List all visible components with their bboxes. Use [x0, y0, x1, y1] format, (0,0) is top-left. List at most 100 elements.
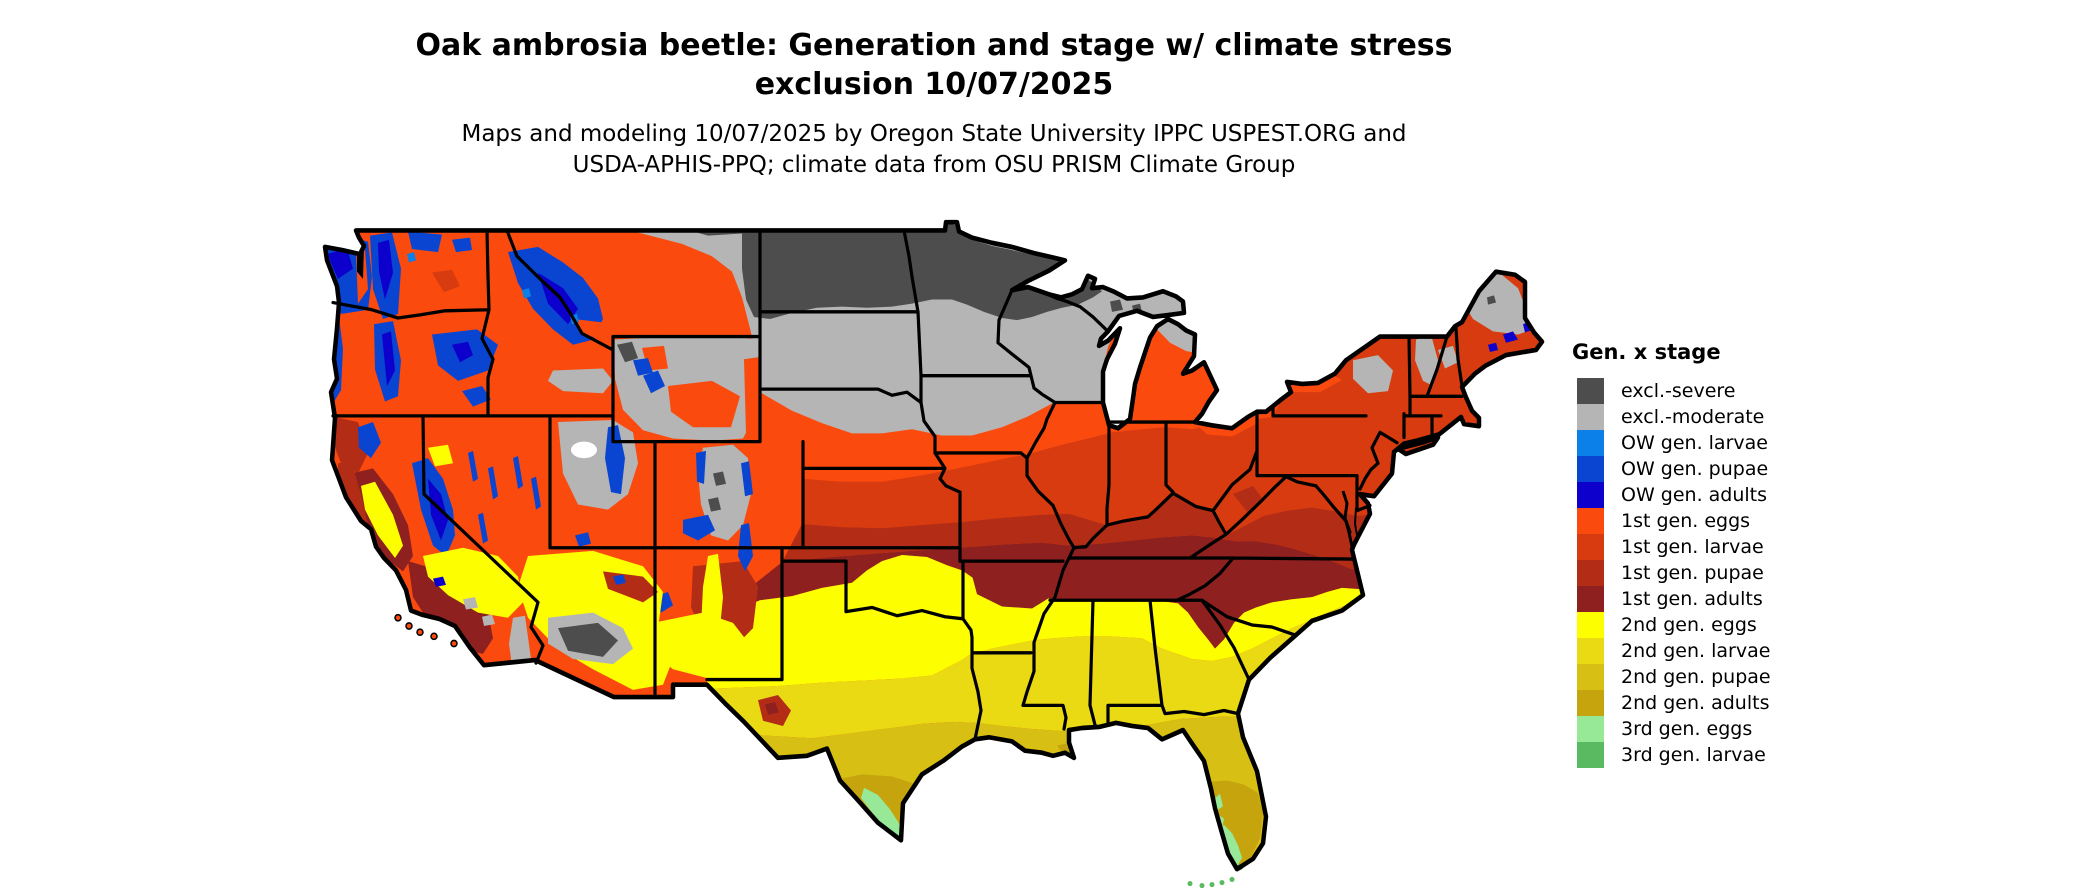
legend-items: excl.-severe excl.-moderate OW gen. larvae… — [1577, 378, 1771, 768]
region-east-wyoming — [744, 357, 759, 434]
region-wa-cascades-core — [378, 239, 393, 300]
region-wind-river — [643, 370, 665, 394]
region-selkirk — [452, 237, 472, 253]
legend-swatch — [1577, 690, 1604, 716]
map-title: Oak ambrosia beetle: Generation and stag… — [0, 26, 1868, 104]
legend-item-exclSevere: excl.-severe — [1577, 378, 1771, 404]
band-2nd-pupae — [325, 716, 1542, 870]
region-ow-larvae-speck — [407, 252, 416, 263]
islands — [394, 613, 1243, 889]
region-maine-coast-spot — [1503, 331, 1518, 343]
legend-label: OW gen. adults — [1621, 484, 1768, 506]
region-nv-range — [468, 450, 478, 482]
region-kaibab — [575, 532, 591, 547]
region-south-florida-adults — [1170, 780, 1263, 870]
legend-label: 3rd gen. eggs — [1621, 718, 1753, 740]
region-maine-severe-spot — [1472, 274, 1483, 286]
legend-item-g2Pupae: 2nd gen. pupae — [1577, 664, 1771, 690]
band-1st-adults — [707, 535, 1542, 649]
region-maine-severe-spot — [1487, 295, 1496, 305]
title-line-2: exclusion 10/07/2025 — [754, 67, 1114, 102]
region-sw-nm-yellow — [648, 612, 753, 680]
region-north-exclusion-severe — [742, 222, 1102, 321]
legend-label: 1st gen. larvae — [1621, 536, 1764, 558]
region-adirondacks — [1353, 355, 1393, 394]
florida-key — [1209, 882, 1215, 888]
legend-label: 2nd gen. eggs — [1621, 614, 1757, 636]
legend-swatch — [1577, 430, 1604, 456]
legend-label: excl.-moderate — [1621, 406, 1765, 428]
region-lake-erie-plain — [1196, 413, 1256, 437]
region-socal — [408, 561, 493, 654]
channel-island — [405, 622, 413, 630]
region-green-mountains — [1415, 334, 1438, 386]
florida-key — [1219, 879, 1225, 886]
region-co-severe-spot — [713, 471, 726, 486]
region-columbia-basin — [432, 269, 460, 293]
legend-swatch — [1577, 404, 1604, 430]
legend-swatch — [1577, 456, 1604, 482]
us-phenology-map — [322, 219, 1545, 889]
legend-label: OW gen. larvae — [1621, 432, 1768, 454]
region-sw-wyoming — [668, 380, 740, 428]
region-shasta — [358, 422, 381, 459]
legend-label: 3rd gen. larvae — [1621, 744, 1766, 766]
region-up-severe-spot — [1110, 299, 1123, 312]
legend-item-g3Eggs: 3rd gen. eggs — [1577, 716, 1771, 742]
legend-label: 1st gen. pupae — [1621, 562, 1764, 584]
legend-item-g1Adults: 1st gen. adults — [1577, 586, 1771, 612]
region-rio-grande-3rd-eggs — [861, 787, 904, 843]
region-olympics — [327, 247, 353, 279]
state-boundaries — [331, 228, 1464, 741]
region-colorado-rockies — [698, 444, 751, 541]
region-co-severe-spot — [708, 497, 721, 512]
map-fill-layers — [325, 222, 1542, 870]
band-2nd-eggs — [707, 554, 1542, 689]
region-ozark-adults — [972, 570, 1052, 609]
legend-swatch — [1577, 534, 1604, 560]
region-nv-range — [488, 466, 498, 500]
map-legend: Gen. x stage excl.-severe excl.-moderate O… — [1572, 340, 1771, 768]
channel-island — [416, 628, 424, 637]
region-nv-range — [531, 476, 541, 510]
region-valley-core — [361, 481, 403, 559]
legend-swatch — [1577, 664, 1604, 690]
florida-key — [1187, 880, 1193, 887]
region-or-cascades-core — [382, 331, 395, 386]
region-yellowstone — [617, 341, 638, 363]
florida-key — [1199, 883, 1205, 889]
legend-label: 1st gen. eggs — [1621, 510, 1751, 532]
band-1st-larvae — [802, 245, 1542, 536]
region-davis-core — [765, 702, 779, 715]
legend-swatch — [1577, 638, 1604, 664]
legend-item-g2Eggs: 2nd gen. eggs — [1577, 612, 1771, 638]
legend-item-owPupae: OW gen. pupae — [1577, 456, 1771, 482]
legend-item-g1Pupae: 1st gen. pupae — [1577, 560, 1771, 586]
region-mogollon-spot — [613, 574, 626, 585]
us-outline — [322, 219, 1545, 872]
title-line-1: Oak ambrosia beetle: Generation and stag… — [415, 28, 1453, 63]
region-co-front — [696, 450, 706, 484]
region-ow-larvae-speck — [522, 288, 531, 299]
region-florida-coast-3rd-eggs — [1215, 793, 1223, 811]
channel-island — [394, 613, 402, 622]
region-lake-ontario-plain — [1288, 375, 1342, 393]
legend-label: 2nd gen. adults — [1621, 692, 1770, 714]
legend-label: 2nd gen. pupae — [1621, 666, 1771, 688]
legend-swatch — [1577, 612, 1604, 638]
great-salt-lake — [571, 441, 597, 459]
legend-swatch — [1577, 482, 1604, 508]
region-nv-range — [513, 456, 523, 490]
region-steens — [462, 386, 491, 407]
legend-swatch — [1577, 508, 1604, 534]
subtitle-line-1: Maps and modeling 10/07/2025 by Oregon S… — [461, 121, 1407, 147]
legend-item-exclModerate: excl.-moderate — [1577, 404, 1771, 430]
region-nv-range — [478, 512, 488, 544]
region-blue-mountains-core — [452, 341, 473, 363]
region-socal-mtn-spot — [433, 576, 446, 587]
region-okanogan — [408, 231, 442, 253]
region-sonoran-severe — [558, 622, 618, 657]
subtitle-line-2: USDA-APHIS-PPQ; climate data from OSU PR… — [572, 152, 1296, 178]
legend-label: OW gen. pupae — [1621, 458, 1769, 480]
